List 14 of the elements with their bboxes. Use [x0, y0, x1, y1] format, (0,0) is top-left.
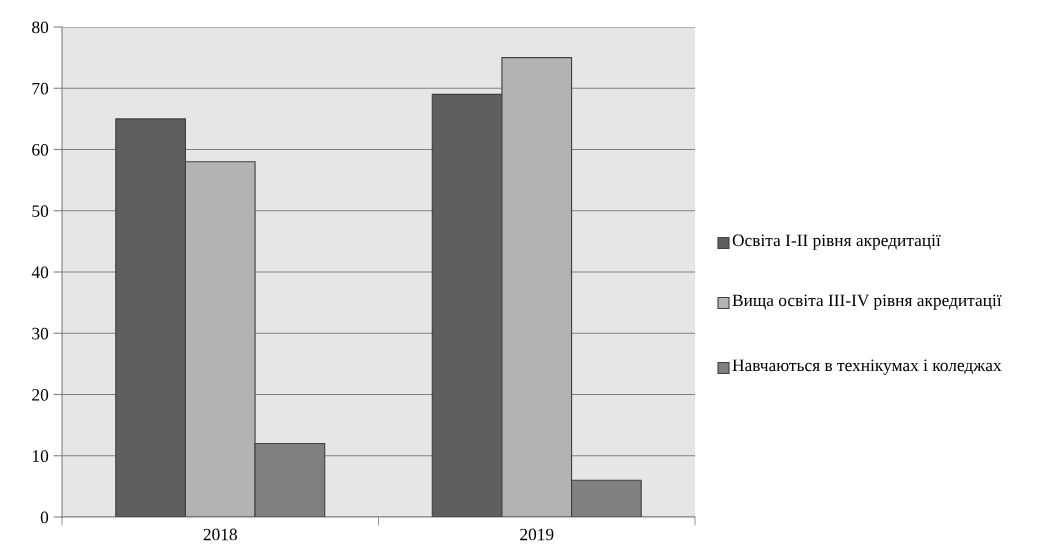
y-tick-label: 80 [32, 21, 49, 34]
y-tick-label: 30 [32, 327, 49, 340]
x-tick-label: 2019 [520, 528, 554, 541]
y-tick-label: 20 [32, 388, 49, 401]
legend-label: Освіта I-II рівня акредитації [732, 234, 941, 250]
y-tick-label: 60 [32, 143, 49, 156]
legend-label: Вища освіта III-IV рівня акредитації [732, 294, 1002, 310]
y-tick-label: 70 [32, 82, 49, 95]
legend-label: Навчаються в технікумах і коледжах [732, 359, 1002, 375]
x-tick-label: 2018 [203, 528, 237, 541]
y-tick-label: 10 [32, 450, 49, 462]
y-tick-label: 0 [40, 511, 49, 524]
y-tick-label: 50 [32, 205, 49, 217]
y-tick-label: 40 [31, 266, 49, 279]
